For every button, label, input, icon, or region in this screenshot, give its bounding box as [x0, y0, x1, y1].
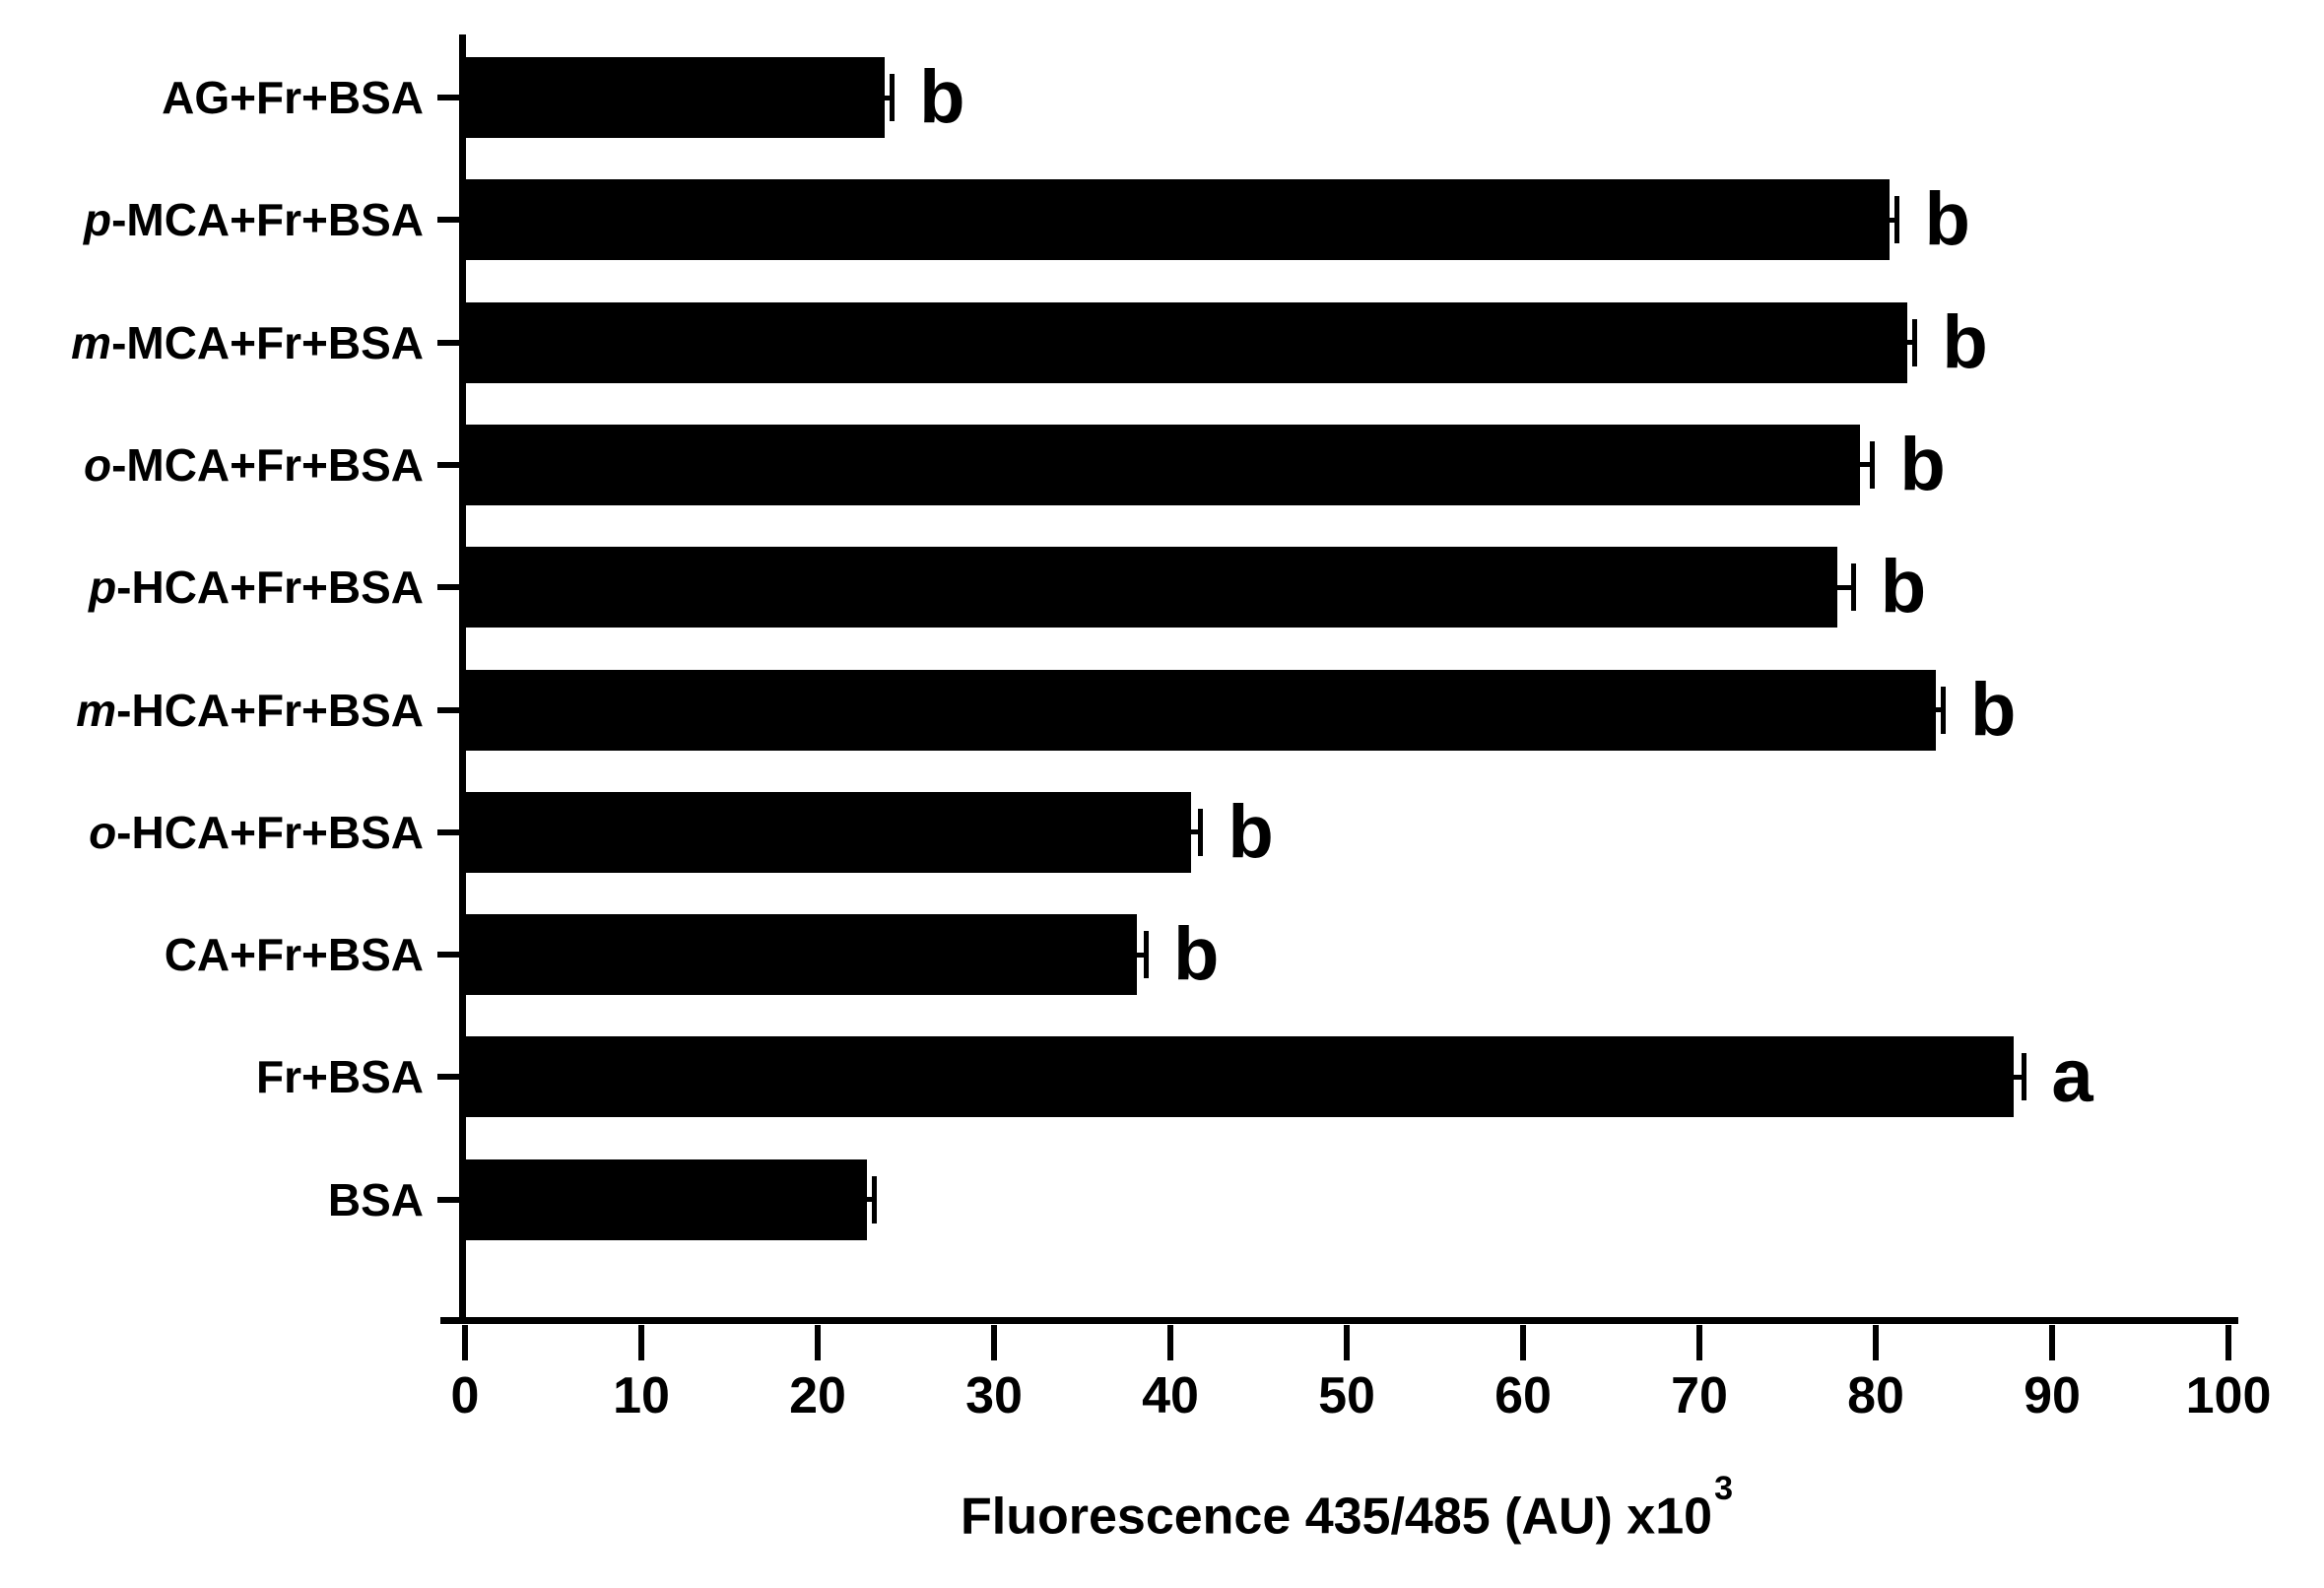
x-tick-label: 20	[789, 1367, 846, 1424]
error-bar-line	[885, 95, 893, 100]
category-label-italic-prefix: p	[83, 194, 112, 246]
x-tick-label: 80	[1847, 1367, 1904, 1424]
error-bar-line	[2013, 1074, 2025, 1080]
x-tick	[991, 1325, 997, 1360]
x-tick-label: 60	[1494, 1367, 1552, 1424]
x-tick-label: 10	[613, 1367, 670, 1424]
error-bar-line	[1935, 707, 1944, 712]
x-tick	[1520, 1325, 1526, 1360]
significance-letter: b	[1942, 299, 1988, 384]
y-tick	[437, 1196, 465, 1203]
y-tick	[437, 461, 465, 468]
error-bar-cap	[1894, 196, 1900, 244]
significance-letter: b	[1880, 545, 1927, 629]
y-tick	[437, 339, 465, 346]
x-tick-label: 50	[1318, 1367, 1375, 1424]
category-label-italic-prefix: m	[71, 316, 112, 368]
y-tick	[437, 584, 465, 591]
x-tick	[815, 1325, 821, 1360]
error-bar-line	[1890, 217, 1897, 223]
bar	[465, 914, 1137, 996]
significance-letter: a	[2051, 1034, 2093, 1119]
bar	[465, 669, 1936, 751]
x-tick-label: 100	[2185, 1367, 2272, 1424]
category-label: p-MCA+Fr+BSA	[83, 194, 424, 246]
significance-letter: b	[1172, 912, 1220, 997]
y-tick	[437, 952, 465, 959]
x-axis-title-superscript: 3	[1714, 1470, 1733, 1507]
error-bar-cap	[1870, 440, 1876, 489]
x-tick-label: 40	[1142, 1367, 1199, 1424]
x-tick	[2225, 1325, 2231, 1360]
significance-letter: b	[919, 55, 965, 139]
bar	[465, 547, 1837, 629]
x-axis-title-text: Fluorescence 435/485 (AU) x10	[961, 1488, 1713, 1546]
category-label: o-MCA+Fr+BSA	[83, 438, 424, 491]
x-tick	[1167, 1325, 1173, 1360]
x-tick-label: 70	[1671, 1367, 1728, 1424]
bar	[465, 179, 1891, 261]
error-bar-line	[1136, 952, 1146, 958]
significance-letter: b	[1899, 422, 1946, 506]
bar	[465, 301, 1908, 383]
error-bar-cap	[2022, 1053, 2027, 1101]
y-tick	[437, 1074, 465, 1081]
x-axis	[440, 1317, 2238, 1324]
category-label: Fr+BSA	[256, 1051, 424, 1103]
error-bar-cap	[1912, 318, 1918, 366]
x-tick-label: 90	[2024, 1367, 2081, 1424]
error-bar-line	[1191, 829, 1201, 835]
x-tick	[1696, 1325, 1702, 1360]
category-label: m-HCA+Fr+BSA	[76, 684, 424, 736]
error-bar-line	[867, 1197, 875, 1203]
y-axis	[459, 34, 466, 1323]
error-bar-cap	[872, 1175, 878, 1224]
category-label: o-HCA+Fr+BSA	[89, 806, 424, 858]
error-bar-cap	[1198, 808, 1204, 856]
category-label: AG+Fr+BSA	[162, 72, 424, 123]
category-label: CA+Fr+BSA	[164, 929, 424, 981]
error-bar-line	[1907, 340, 1915, 346]
y-tick	[437, 828, 465, 835]
x-tick	[1344, 1325, 1350, 1360]
significance-letter: b	[1924, 177, 1970, 262]
error-bar-cap	[1143, 931, 1149, 979]
x-tick-label: 30	[965, 1367, 1023, 1424]
y-tick	[437, 217, 465, 224]
error-bar-cap	[1850, 563, 1856, 612]
bar	[465, 1158, 868, 1240]
bar	[465, 57, 886, 138]
error-bar-line	[1836, 584, 1853, 590]
bar	[465, 1036, 2014, 1118]
x-tick	[462, 1325, 468, 1360]
error-bar-cap	[1941, 686, 1947, 734]
x-tick	[1873, 1325, 1879, 1360]
x-tick-label: 0	[450, 1367, 480, 1424]
x-tick	[638, 1325, 644, 1360]
error-bar-line	[1859, 462, 1873, 468]
y-tick	[437, 706, 465, 713]
x-axis-title: Fluorescence 435/485 (AU) x103	[637, 1470, 2056, 1546]
x-tick	[2049, 1325, 2055, 1360]
significance-letter: b	[1228, 789, 1274, 874]
category-label-italic-prefix: o	[89, 806, 117, 858]
category-label-italic-prefix: o	[83, 438, 112, 491]
category-label-italic-prefix: m	[76, 684, 117, 736]
error-bar-cap	[890, 74, 896, 121]
bar	[465, 791, 1192, 873]
bar	[465, 424, 1860, 505]
category-label: p-HCA+Fr+BSA	[89, 562, 424, 614]
category-label-italic-prefix: p	[89, 562, 117, 614]
category-label: m-MCA+Fr+BSA	[71, 316, 424, 368]
category-label: BSA	[327, 1173, 424, 1225]
y-tick	[437, 95, 465, 100]
significance-letter: b	[1970, 667, 2017, 752]
